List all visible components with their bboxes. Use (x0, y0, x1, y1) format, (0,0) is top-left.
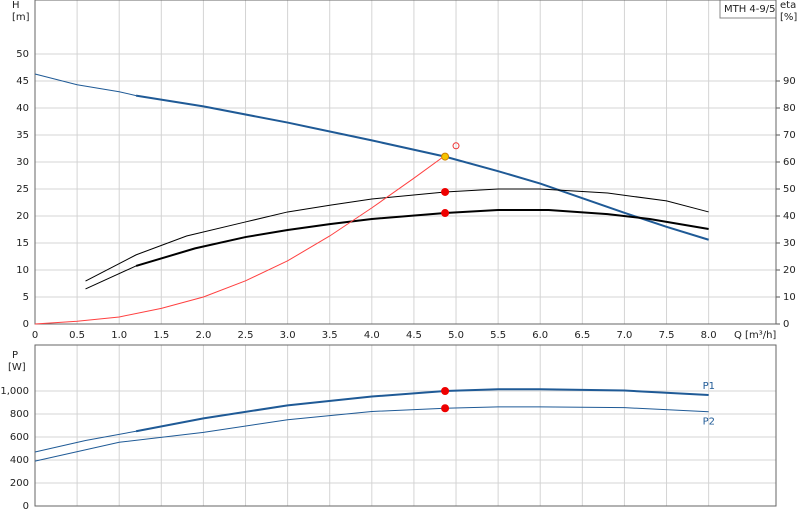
y-tick-label: 25 (16, 184, 29, 195)
series-label: P2 (703, 417, 715, 428)
curve (135, 209, 709, 267)
x-tick-label: 4.5 (406, 330, 422, 341)
x-tick-label: 1.5 (153, 330, 169, 341)
y-tick-label: 600 (10, 432, 29, 443)
x-tick-label: 2.0 (195, 330, 211, 341)
y-tick-label: 20 (16, 211, 29, 222)
y-axis-unit: [W] (8, 362, 26, 373)
operating-point (441, 152, 450, 161)
plot-frame (34, 0, 777, 325)
x-tick-label: 0.5 (69, 330, 85, 341)
y2-tick-label: 20 (783, 265, 796, 276)
curve (135, 388, 709, 433)
operating-point (441, 404, 450, 413)
curve (34, 430, 137, 453)
y-tick-label: 1,000 (0, 386, 29, 397)
y-tick-label: 30 (16, 157, 29, 168)
x-tick-label: 7.0 (616, 330, 632, 341)
y2-axis-unit: [%] (780, 12, 797, 23)
y-tick-label: 800 (10, 409, 29, 420)
x-tick-label: 5.0 (448, 330, 464, 341)
y2-tick-label: 30 (783, 238, 796, 249)
y-tick-label: 400 (10, 455, 29, 466)
y2-tick-label: 40 (783, 211, 796, 222)
y-tick-label: 5 (23, 292, 29, 303)
y-tick-label: 45 (16, 76, 29, 87)
series-label: P1 (703, 381, 715, 392)
x-tick-label: 8.0 (701, 330, 717, 341)
x-tick-label: 1.0 (111, 330, 127, 341)
chart-title: MTH 4-9/5 (724, 4, 776, 15)
curve (135, 94, 709, 241)
x-tick-label: 6.0 (532, 330, 548, 341)
x-tick-label: 0 (32, 330, 38, 341)
y-tick-label: 35 (16, 130, 29, 141)
y-tick-label: 0 (23, 501, 29, 512)
x-tick-label: 5.5 (490, 330, 506, 341)
y2-tick-label: 10 (783, 292, 796, 303)
y2-axis-label: eta (780, 0, 796, 11)
y-tick-label: 200 (10, 478, 29, 489)
y2-tick-label: 90 (783, 76, 796, 87)
curve (85, 265, 137, 290)
y2-tick-label: 50 (783, 184, 796, 195)
curve (34, 155, 446, 325)
operating-point (441, 387, 450, 395)
y2-tick-label: 60 (783, 157, 796, 168)
y-tick-label: 40 (16, 103, 29, 114)
plot-frame (34, 344, 777, 507)
x-tick-label: 7.5 (659, 330, 675, 341)
y2-tick-label: 70 (783, 130, 796, 141)
x-tick-label: 2.5 (238, 330, 254, 341)
x-axis-label: Q [m³/h] (734, 330, 776, 341)
y-axis-label: H (12, 0, 20, 11)
x-tick-label: 3.0 (280, 330, 296, 341)
y-axis-unit: [m] (12, 12, 30, 23)
operating-point (441, 187, 450, 196)
curve (34, 406, 709, 462)
x-tick-label: 4.0 (364, 330, 380, 341)
y-axis-label: P (12, 350, 18, 361)
x-tick-label: 3.5 (322, 330, 338, 341)
operating-point (441, 209, 450, 218)
operating-point (452, 142, 460, 150)
y2-tick-label: 0 (783, 319, 789, 330)
y-tick-label: 0 (23, 319, 29, 330)
y-tick-label: 50 (16, 49, 29, 60)
y-tick-label: 10 (16, 265, 29, 276)
y2-tick-label: 80 (783, 103, 796, 114)
y-tick-label: 15 (16, 238, 29, 249)
curve (34, 73, 137, 97)
x-tick-label: 6.5 (574, 330, 590, 341)
curve (85, 188, 709, 282)
